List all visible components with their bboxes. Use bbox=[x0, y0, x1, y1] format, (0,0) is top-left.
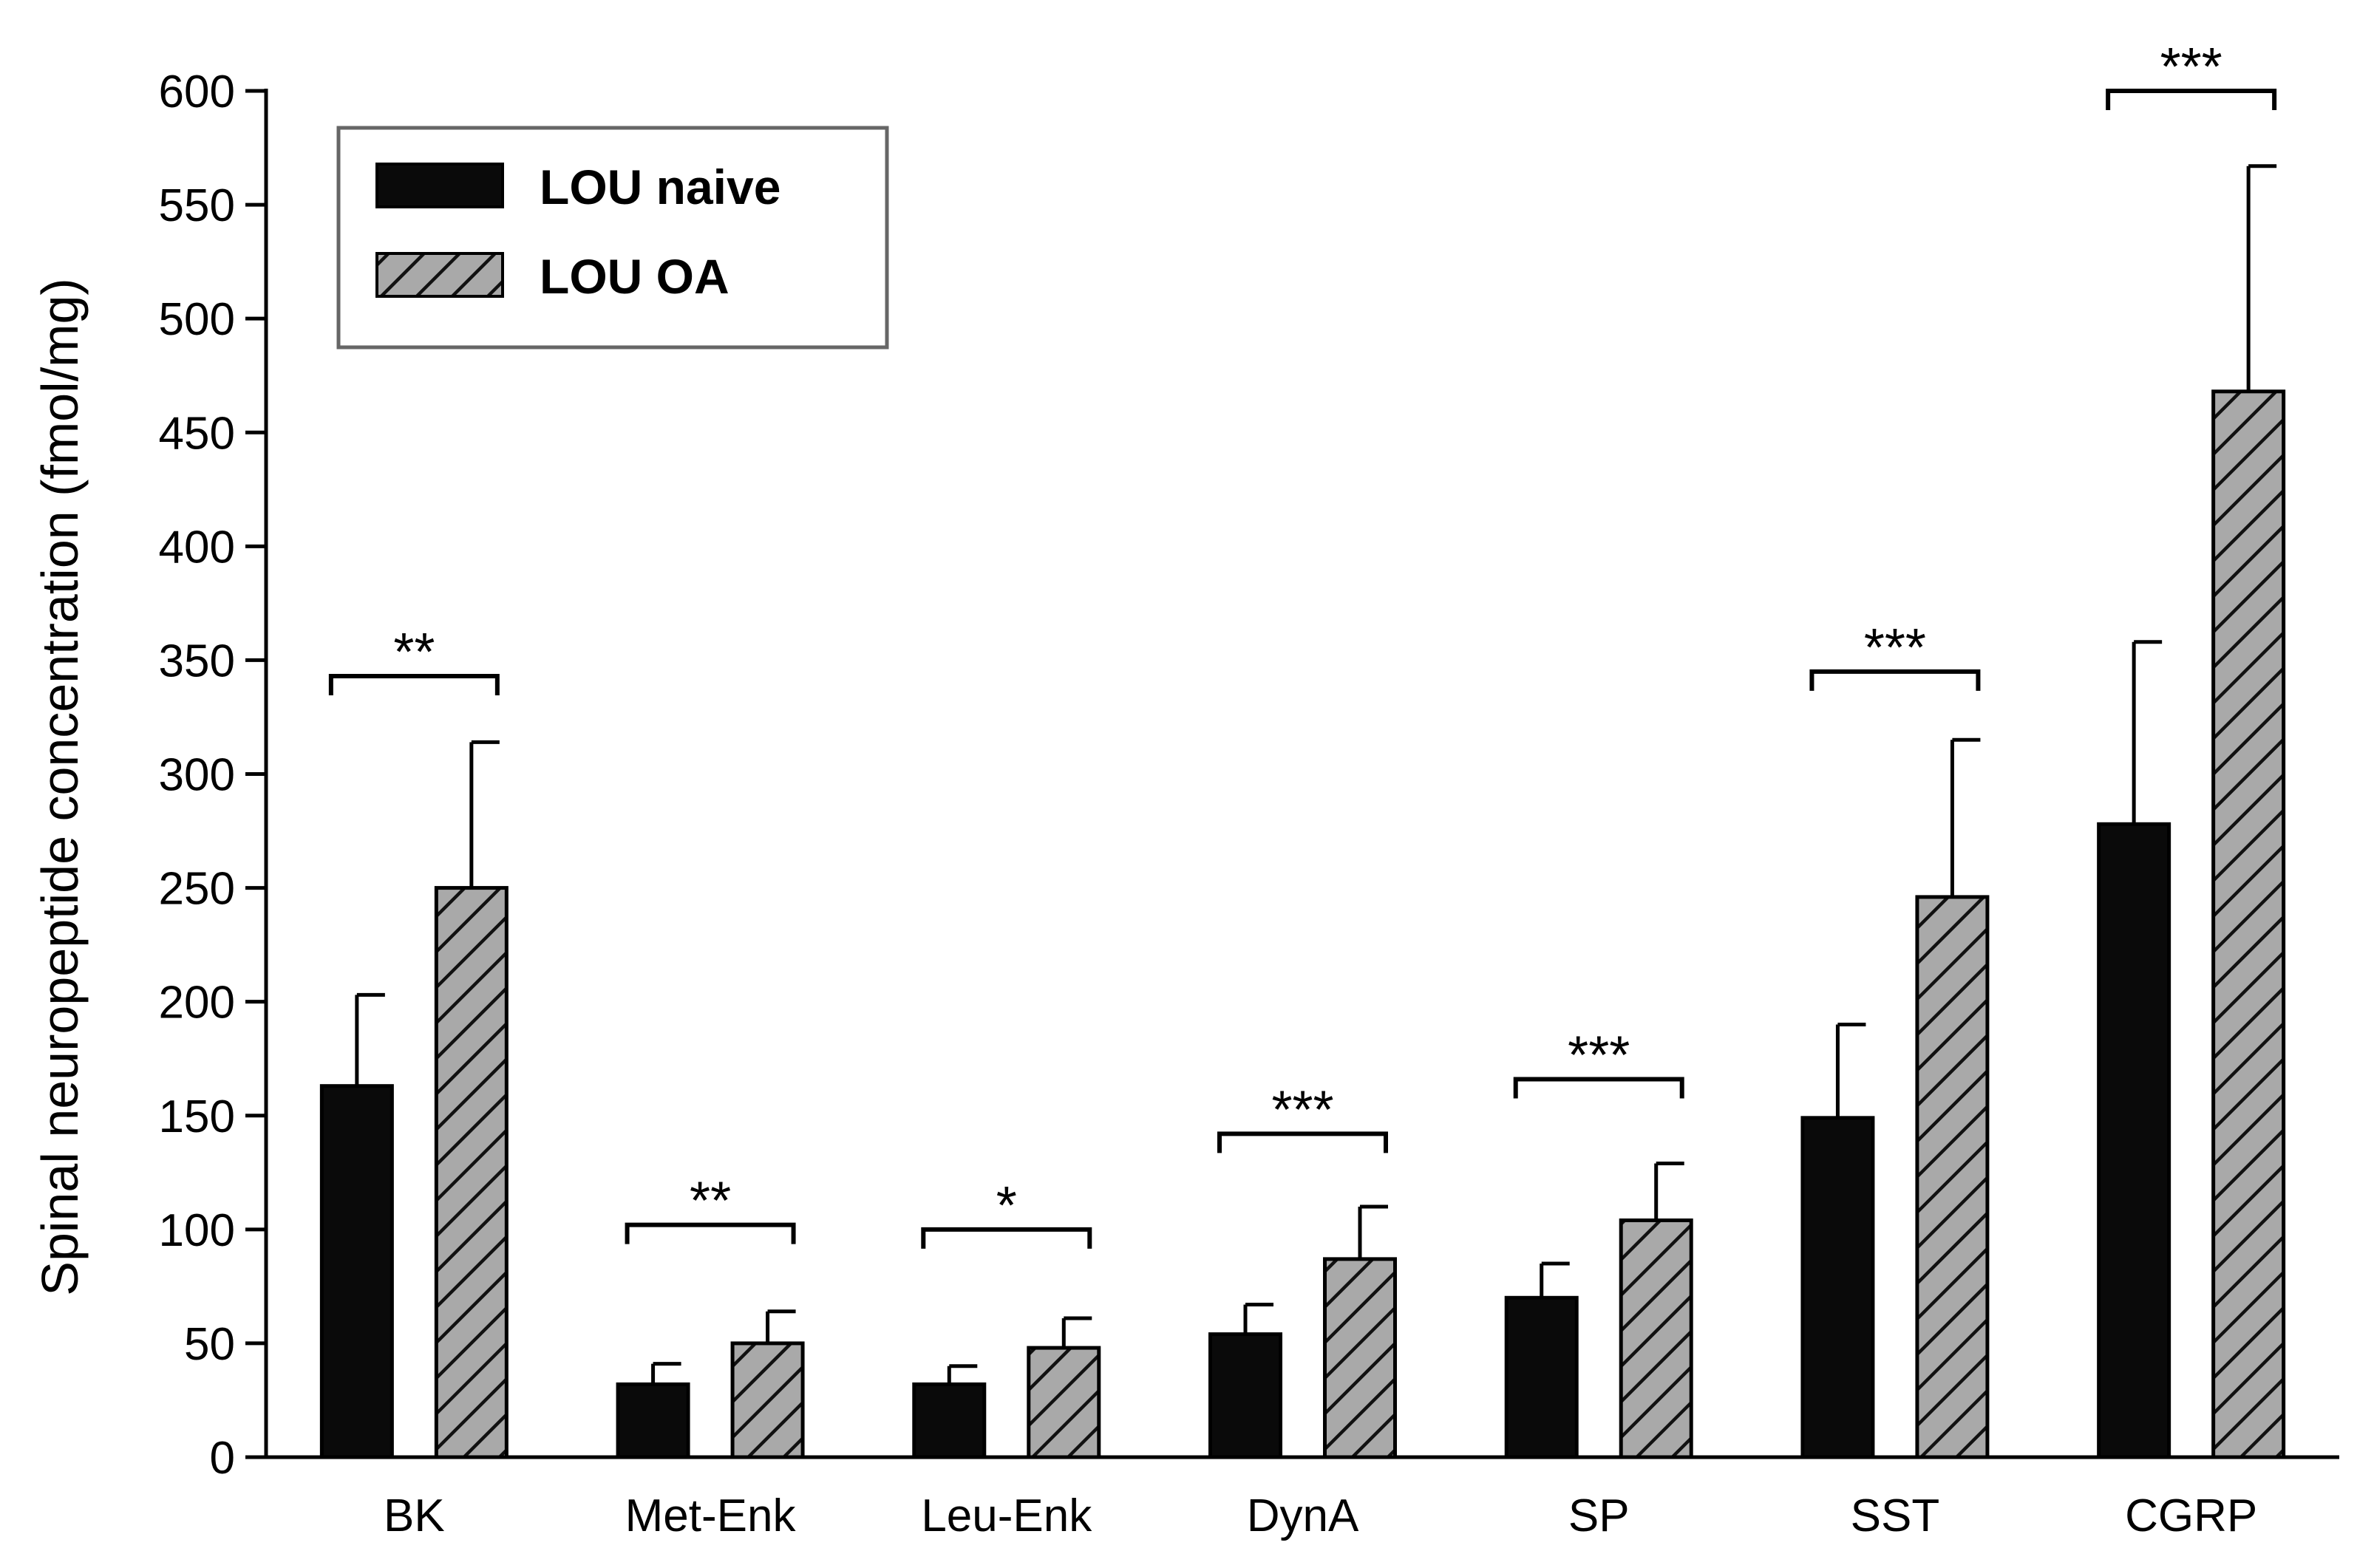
y-tick-label-250: 250 bbox=[159, 864, 235, 915]
x-tick-label-sst: SST bbox=[1851, 1490, 1940, 1541]
significance-label-bk: ** bbox=[393, 623, 435, 682]
y-tick-label-500: 500 bbox=[159, 294, 235, 345]
legend-label-lou-naive: LOU naive bbox=[540, 160, 780, 214]
bar-lou-naive-sp bbox=[1504, 1295, 1579, 1459]
significance-label-cgrp: *** bbox=[2160, 38, 2222, 97]
bar-lou-naive-met-enk bbox=[616, 1382, 690, 1459]
bar-lou-oa-dyna bbox=[1323, 1257, 1397, 1459]
legend-swatch-lou-naive bbox=[375, 163, 504, 208]
x-tick-label-sp: SP bbox=[1568, 1490, 1630, 1541]
y-tick-label-300: 300 bbox=[159, 750, 235, 801]
significance-label-dyna: *** bbox=[1271, 1080, 1333, 1139]
y-tick-label-50: 50 bbox=[184, 1319, 235, 1370]
y-tick-label-450: 450 bbox=[159, 408, 235, 459]
y-tick-label-200: 200 bbox=[159, 978, 235, 1029]
bar-lou-oa-leu-enk bbox=[1027, 1346, 1101, 1459]
legend-swatch-lou-oa bbox=[375, 252, 504, 298]
bar-lou-naive-sst bbox=[1800, 1116, 1875, 1459]
significance-bracket-dyna bbox=[1217, 1131, 1388, 1153]
bar-lou-oa-cgrp bbox=[2211, 389, 2286, 1459]
y-tick-label-550: 550 bbox=[159, 180, 235, 231]
y-tick-label-0: 0 bbox=[210, 1433, 235, 1484]
significance-bracket-leu-enk bbox=[921, 1227, 1092, 1249]
y-axis: 0 50 100 150 200 250 300 350 400 450 500 550 600 bbox=[159, 67, 268, 1484]
bar-lou-oa-sst bbox=[1915, 895, 1990, 1459]
significance-bracket-bk bbox=[328, 673, 500, 695]
x-axis: BK Met-Enk Leu-Enk DynA SP SST CGRP bbox=[266, 1455, 2339, 1541]
significance-label-sp: *** bbox=[1568, 1026, 1630, 1085]
significance-label-sst: *** bbox=[1864, 618, 1926, 678]
y-tick-label-150: 150 bbox=[159, 1091, 235, 1142]
significance-bracket-met-enk bbox=[625, 1222, 796, 1244]
bars bbox=[319, 389, 2286, 1459]
significance-label-leu-enk: * bbox=[996, 1176, 1017, 1235]
y-axis-title: Spinal neuropeptide concentration (fmol/… bbox=[31, 278, 89, 1295]
legend: LOU naive LOU OA bbox=[336, 126, 889, 350]
significance-annotations: **** ************* bbox=[328, 38, 2277, 1249]
x-tick-label-met-enk: Met-Enk bbox=[625, 1490, 797, 1541]
bar-lou-naive-bk bbox=[319, 1084, 394, 1459]
legend-label-lou-oa: LOU OA bbox=[540, 249, 729, 304]
significance-bracket-cgrp bbox=[2106, 89, 2277, 110]
significance-bracket-sst bbox=[1809, 669, 1981, 691]
x-tick-label-leu-enk: Leu-Enk bbox=[921, 1490, 1092, 1541]
bar-lou-oa-met-enk bbox=[730, 1341, 805, 1459]
significance-bracket-sp bbox=[1513, 1077, 1684, 1099]
bar-lou-naive-cgrp bbox=[2097, 822, 2171, 1459]
bar-lou-oa-bk bbox=[434, 886, 509, 1459]
y-tick-label-100: 100 bbox=[159, 1205, 235, 1256]
bar-lou-oa-sp bbox=[1619, 1218, 1693, 1459]
y-tick-label-600: 600 bbox=[159, 67, 235, 117]
bar-lou-naive-leu-enk bbox=[912, 1382, 987, 1459]
x-tick-label-cgrp: CGRP bbox=[2125, 1490, 2257, 1541]
significance-label-met-enk: ** bbox=[690, 1172, 731, 1231]
error-bars bbox=[355, 164, 2277, 1385]
y-tick-label-350: 350 bbox=[159, 635, 235, 686]
y-tick-label-400: 400 bbox=[159, 522, 235, 573]
x-tick-label-dyna: DynA bbox=[1247, 1490, 1359, 1541]
x-tick-label-bk: BK bbox=[384, 1490, 445, 1541]
bar-lou-naive-dyna bbox=[1208, 1332, 1282, 1459]
